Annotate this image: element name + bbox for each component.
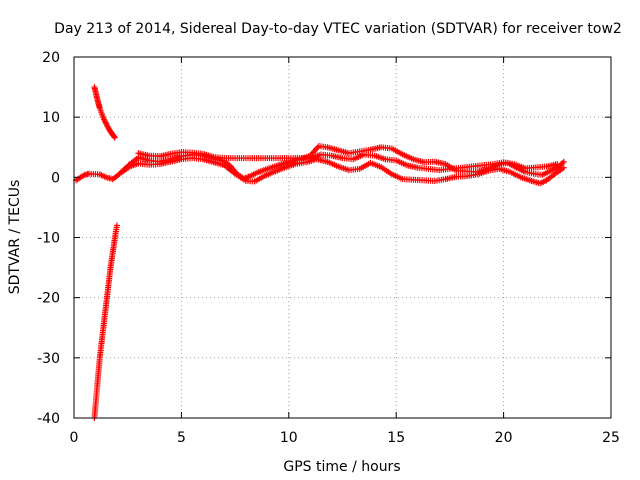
data-points <box>73 84 567 421</box>
grid-lines <box>74 57 611 418</box>
x-tick-label: 25 <box>602 430 620 446</box>
x-tick-label: 15 <box>387 430 405 446</box>
series-arc-descending-high <box>91 84 118 141</box>
y-axis-label: SDTVAR / TECUs <box>7 180 23 295</box>
data-point <box>560 164 567 171</box>
data-point <box>111 134 118 141</box>
series-main-band-b <box>118 155 567 187</box>
data-point <box>113 222 120 229</box>
x-tick-label: 20 <box>495 430 513 446</box>
x-tick-label: 0 <box>70 430 79 446</box>
chart-title: Day 213 of 2014, Sidereal Day-to-day VTE… <box>54 21 622 37</box>
y-tick-label: 10 <box>42 110 60 126</box>
y-tick-labels: 20 10 0 -10 -20 -30 -40 <box>37 50 60 427</box>
x-axis-label: GPS time / hours <box>283 459 400 475</box>
x-tick-label: 10 <box>280 430 298 446</box>
data-point <box>560 158 567 165</box>
y-tick-label: 20 <box>42 50 60 66</box>
data-point <box>554 161 561 168</box>
series-arc-rising-low <box>91 222 120 421</box>
y-tick-label: -40 <box>37 411 60 427</box>
data-point-interp <box>111 133 118 140</box>
series-main-band-c <box>135 149 561 174</box>
x-tick-label: 5 <box>177 430 186 446</box>
y-tick-label: 0 <box>51 170 60 186</box>
y-tick-label: -10 <box>37 231 60 247</box>
y-tick-label: -30 <box>37 351 60 367</box>
y-tick-label: -20 <box>37 291 60 307</box>
x-tick-labels: 0 5 10 15 20 25 <box>70 430 620 446</box>
axis-ticks <box>73 56 612 419</box>
